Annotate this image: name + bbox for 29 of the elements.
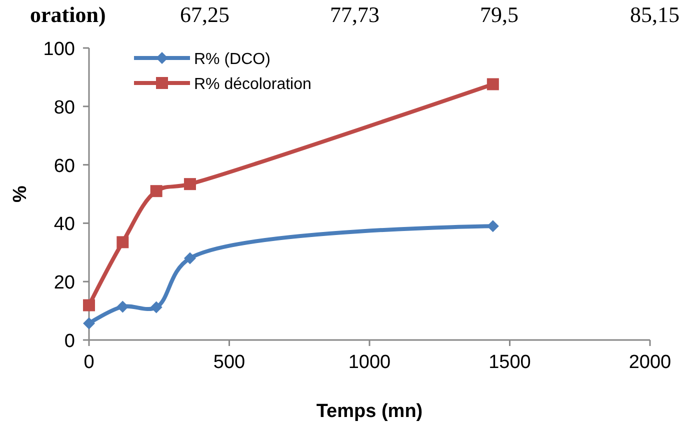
point bbox=[116, 300, 129, 313]
y-axis-title: % bbox=[10, 185, 31, 202]
y-tick-label: 0 bbox=[64, 331, 75, 352]
point bbox=[150, 301, 162, 314]
text: 85,15 bbox=[630, 2, 679, 27]
x-tick-label: 1000 bbox=[348, 352, 391, 373]
point bbox=[83, 299, 95, 312]
y-tick-label: 40 bbox=[54, 214, 75, 236]
point bbox=[486, 78, 499, 90]
x-tick-label: 500 bbox=[213, 352, 246, 373]
text: oration) bbox=[30, 2, 106, 27]
point bbox=[150, 185, 162, 198]
y-tick-label: 80 bbox=[54, 97, 75, 118]
x-axis-title: Temps (mn) bbox=[316, 401, 423, 422]
legend-label: R% (DCO) bbox=[194, 51, 270, 68]
point bbox=[83, 317, 95, 330]
point bbox=[184, 178, 196, 190]
point bbox=[184, 252, 196, 264]
x-tick-label: 1500 bbox=[488, 352, 531, 373]
point bbox=[116, 236, 129, 248]
text: 77,73 bbox=[330, 2, 380, 27]
y-tick-label: 60 bbox=[54, 156, 75, 177]
y-tick-label: 20 bbox=[54, 272, 75, 294]
text: 67,25 bbox=[180, 2, 230, 27]
text: 79,5 bbox=[480, 2, 518, 27]
x-tick-label: 2000 bbox=[628, 352, 672, 373]
x-tick-label: 0 bbox=[84, 352, 94, 373]
y-tick-label: 100 bbox=[43, 39, 75, 60]
legend-label: R% décoloration bbox=[194, 76, 312, 93]
